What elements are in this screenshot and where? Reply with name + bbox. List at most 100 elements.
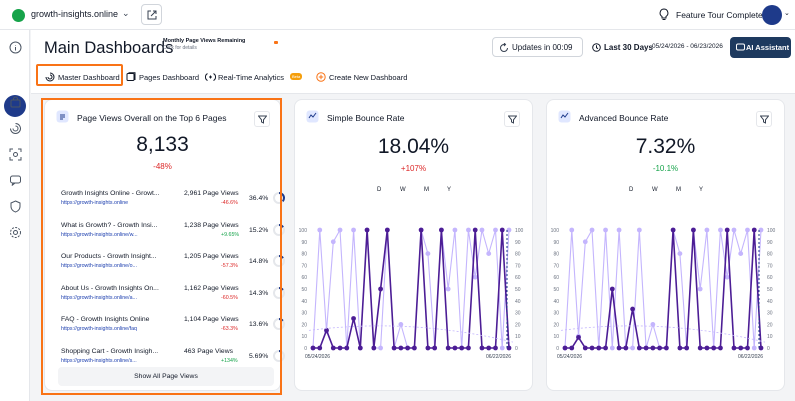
filter-button[interactable]	[756, 111, 772, 127]
data-point	[562, 345, 568, 351]
page-title-text[interactable]: FAQ - Growth Insights Online	[61, 316, 150, 323]
period-d[interactable]: D	[629, 187, 634, 193]
store-icon[interactable]	[9, 96, 22, 109]
filter-button[interactable]	[254, 111, 270, 127]
data-point	[317, 345, 323, 351]
page-url-link[interactable]: https://growth-insights.online	[61, 200, 129, 206]
y-tick-label-right: 60	[767, 275, 773, 281]
data-point	[506, 345, 512, 351]
data-point	[745, 345, 750, 351]
site-name[interactable]: growth-insights.online	[31, 9, 119, 19]
page-views-count: 1,205 Page Views	[184, 253, 239, 260]
top-pages-card: Page Views Overall on the Top 6 Pages 8,…	[44, 99, 285, 391]
data-point	[330, 345, 336, 351]
page-url-link[interactable]: https://growth-insights.online/s...	[61, 357, 137, 364]
data-point	[677, 345, 683, 351]
page-views-count: 2,961 Page Views	[184, 190, 239, 197]
chat-icon[interactable]	[9, 174, 22, 187]
card-title: Advanced Bounce Rate	[579, 113, 669, 123]
period-y[interactable]: Y	[699, 187, 704, 193]
page-url-link[interactable]: https://growth-insights.online/w...	[61, 231, 138, 238]
period-y[interactable]: Y	[447, 187, 452, 193]
y-tick-label-right: 30	[767, 311, 773, 317]
data-point	[411, 345, 417, 351]
external-link-button[interactable]	[141, 4, 162, 25]
y-tick-label-right: 0	[767, 346, 770, 352]
page-views-remaining-title[interactable]: Monthly Page Views Remaining	[163, 38, 246, 44]
info-icon[interactable]	[9, 41, 22, 54]
list-item[interactable]: Growth Insights Online - Growt... https:/…	[61, 190, 287, 218]
filter-button[interactable]	[504, 111, 520, 127]
data-point	[630, 345, 635, 351]
page-url-link[interactable]: https://growth-insights.online/faq	[61, 326, 137, 332]
data-point	[391, 345, 397, 351]
list-item[interactable]: About Us - Growth Insights On... https://…	[61, 285, 287, 313]
data-point	[439, 227, 444, 233]
chevron-down-icon[interactable]: ⌄	[784, 10, 790, 17]
scan-icon[interactable]	[9, 148, 22, 161]
y-tick-label: 100	[551, 228, 560, 234]
y-tick-label: 60	[301, 275, 307, 281]
data-point	[636, 227, 642, 233]
show-all-page-views-button[interactable]: Show All Page Views	[58, 367, 274, 386]
page-url-link[interactable]: https://growth-insights.online/o...	[61, 263, 137, 269]
y-tick-label-right: 40	[515, 299, 521, 305]
advanced-bounce-value: 7.32%	[635, 135, 696, 158]
sidebar	[0, 30, 30, 401]
page-title-text[interactable]: Our Products - Growth Insight...	[61, 253, 157, 260]
data-point	[623, 345, 629, 351]
ai-assistant-button[interactable]: AI Assistant	[730, 37, 791, 58]
y-tick-label-right: 40	[767, 299, 773, 305]
page-title-text[interactable]: What is Growth? - Growth Insi...	[61, 221, 158, 229]
page-views-details-link[interactable]: Click for details	[163, 45, 197, 51]
avatar[interactable]	[762, 5, 782, 25]
simple-bounce-delta: +107%	[400, 164, 427, 173]
share-ring	[273, 255, 285, 267]
page-views-change: -57.3%	[221, 263, 238, 269]
data-point	[616, 227, 622, 233]
gear-icon[interactable]	[9, 226, 22, 239]
data-point	[479, 227, 485, 233]
date-range-label[interactable]: Last 30 Days	[604, 43, 653, 52]
updates-timer-button[interactable]: Updates in 00:09	[492, 37, 583, 57]
clock-icon	[592, 43, 601, 52]
data-point	[745, 227, 750, 233]
period-w[interactable]: W	[652, 187, 658, 193]
period-w[interactable]: W	[400, 187, 406, 193]
sidebar-item-dashboards[interactable]	[4, 95, 26, 117]
period-m[interactable]: M	[676, 187, 681, 193]
tab-label: Pages Dashboard	[139, 73, 200, 82]
list-item[interactable]: Shopping Cart - Growth Insigh... https://…	[61, 348, 287, 376]
list-item[interactable]: FAQ - Growth Insights Online https://grow…	[61, 316, 287, 344]
analytics-icon[interactable]	[9, 122, 22, 135]
series-line-1	[564, 228, 762, 349]
page-title-text[interactable]: Shopping Cart - Growth Insigh...	[61, 347, 159, 355]
data-point	[576, 334, 581, 340]
data-point	[589, 227, 595, 233]
chevron-down-icon[interactable]: ⌄	[122, 8, 130, 18]
data-point	[452, 345, 458, 351]
simple-bounce-value: 18.04%	[377, 135, 450, 158]
data-point	[697, 345, 703, 351]
period-m[interactable]: M	[424, 187, 429, 193]
page-views-share: 14.3%	[249, 289, 269, 297]
data-point	[704, 345, 710, 351]
page-url-link[interactable]: https://growth-insights.online/a...	[61, 294, 137, 301]
list-item[interactable]: Our Products - Growth Insight... https://…	[61, 253, 287, 281]
y-tick-label: 40	[301, 299, 307, 305]
y-tick-label: 10	[301, 334, 307, 340]
shield-icon[interactable]	[9, 200, 22, 213]
card-title: Simple Bounce Rate	[327, 113, 405, 123]
filter-icon	[258, 115, 267, 124]
page-title-text[interactable]: About Us - Growth Insights On...	[61, 284, 159, 292]
data-point	[472, 274, 478, 280]
page-title-text[interactable]: Growth Insights Online - Growt...	[61, 190, 160, 197]
data-point	[724, 274, 730, 280]
date-range-value[interactable]: 05/24/2026 - 06/23/2026	[652, 43, 723, 50]
list-item[interactable]: What is Growth? - Growth Insi... https://…	[61, 222, 287, 250]
tab-label: Real-Time Analytics	[218, 73, 284, 82]
period-d[interactable]: D	[377, 187, 382, 193]
dashboard-icon	[9, 70, 22, 83]
feature-tour-status[interactable]: Feature Tour Completed!	[676, 10, 770, 20]
tab-label: Master Dashboard	[58, 73, 120, 82]
